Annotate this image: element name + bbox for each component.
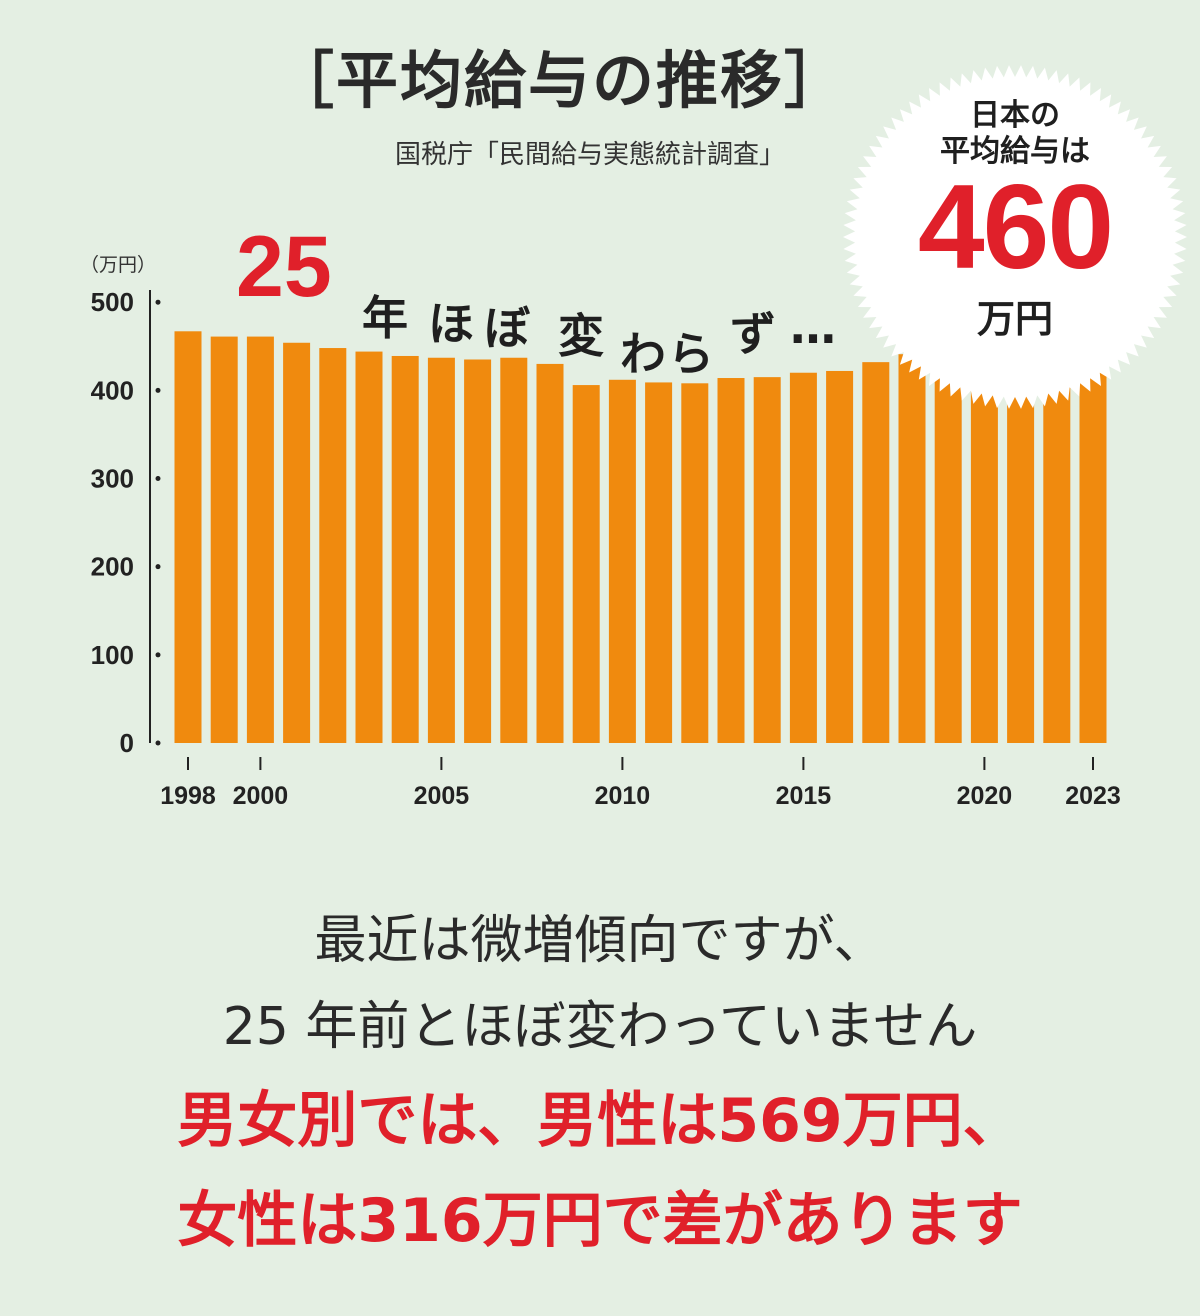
bar-2006 bbox=[464, 359, 492, 743]
x-tick-label: 1998 bbox=[160, 782, 216, 810]
x-tick-label: 2015 bbox=[776, 782, 832, 810]
bar-chart: 0 100 200 300 400 500 1998 2000 2005 2010 2015 2020… bbox=[91, 287, 1121, 810]
x-tick-label: 2023 bbox=[1065, 782, 1121, 810]
bar-2012 bbox=[681, 383, 709, 743]
badge-burst-shape bbox=[843, 65, 1187, 409]
y-tick-label: 300 bbox=[91, 464, 134, 494]
bar-2003 bbox=[355, 351, 383, 743]
y-tick-dot bbox=[155, 740, 161, 746]
bar-2019 bbox=[934, 358, 962, 743]
y-tick-label: 400 bbox=[91, 375, 134, 405]
headline-char: わ bbox=[620, 327, 666, 381]
bar-2010 bbox=[608, 379, 636, 743]
headline-char: ぼ bbox=[484, 301, 530, 355]
bar-2013 bbox=[717, 378, 745, 743]
y-tick-label: 200 bbox=[91, 552, 134, 582]
y-axis-unit: （万円） bbox=[80, 254, 157, 276]
headline-char: ず bbox=[730, 307, 776, 361]
y-tick-dot bbox=[155, 387, 161, 393]
bar-1999 bbox=[210, 336, 238, 743]
y-tick-dot bbox=[155, 564, 161, 570]
bar-2005 bbox=[427, 357, 455, 743]
bar-2001 bbox=[283, 342, 311, 743]
y-tick-label: 0 bbox=[120, 728, 134, 758]
average-salary-badge: 日本の 平均給与は 460 万円 bbox=[840, 62, 1190, 412]
badge-value: 460 bbox=[917, 160, 1114, 294]
badge-line-2: 平均給与は bbox=[940, 134, 1090, 169]
bar-2022 bbox=[1043, 339, 1071, 743]
x-tick-label: 2010 bbox=[595, 782, 651, 810]
headline-char: … bbox=[790, 300, 836, 354]
chart-source: 国税庁「民間給与実態統計調査」 bbox=[0, 134, 1200, 171]
bar-1998 bbox=[174, 331, 202, 743]
bar-2009 bbox=[572, 385, 600, 743]
bar-2017 bbox=[862, 362, 890, 743]
bar-2016 bbox=[826, 370, 854, 743]
bar-2021 bbox=[1007, 352, 1035, 743]
bar-2007 bbox=[500, 357, 528, 743]
y-tick-label: 500 bbox=[91, 287, 134, 317]
bar-2000 bbox=[246, 336, 274, 743]
y-tick-dot bbox=[155, 652, 161, 658]
bar-2015 bbox=[789, 372, 817, 743]
summary-line-4: 女性は316万円で差があります bbox=[177, 1186, 1023, 1256]
summary-line-3: 男女別では、男性は569万円、 bbox=[177, 1086, 1023, 1156]
bar-2004 bbox=[391, 355, 419, 743]
summary-line-2: 25 年前とほぼ変わっていません bbox=[222, 997, 978, 1057]
headline-char: ほ bbox=[428, 297, 474, 351]
summary-line-1: 最近は微増傾向ですが、 bbox=[314, 911, 886, 971]
badge-line-1: 日本の bbox=[970, 98, 1060, 133]
chart-source-text: 国税庁「民間給与実態統計調査」 bbox=[394, 140, 785, 170]
bar-2023 bbox=[1079, 337, 1107, 743]
x-tick-label: 2020 bbox=[957, 782, 1013, 810]
x-tick-label: 2005 bbox=[414, 782, 470, 810]
headline-char: ら bbox=[668, 327, 714, 381]
bar-2020 bbox=[970, 361, 998, 743]
y-tick-dot bbox=[155, 476, 161, 482]
chart-title-text: ［平均給与の推移］ bbox=[271, 44, 848, 117]
badge-unit: 万円 bbox=[976, 297, 1053, 341]
y-tick-label: 100 bbox=[91, 640, 134, 670]
headline-number: 25 bbox=[236, 219, 332, 315]
headline-char: 変 bbox=[558, 309, 604, 363]
bar-2011 bbox=[645, 382, 673, 743]
bar-2018 bbox=[898, 354, 926, 743]
y-tick-dot bbox=[155, 299, 161, 305]
headline-char: 年 bbox=[362, 291, 408, 345]
chart-title: ［平均給与の推移］ bbox=[0, 30, 1200, 120]
bar-2002 bbox=[319, 348, 347, 743]
x-tick-label: 2000 bbox=[233, 782, 289, 810]
bar-2008 bbox=[536, 363, 564, 743]
bar-2014 bbox=[753, 377, 781, 743]
